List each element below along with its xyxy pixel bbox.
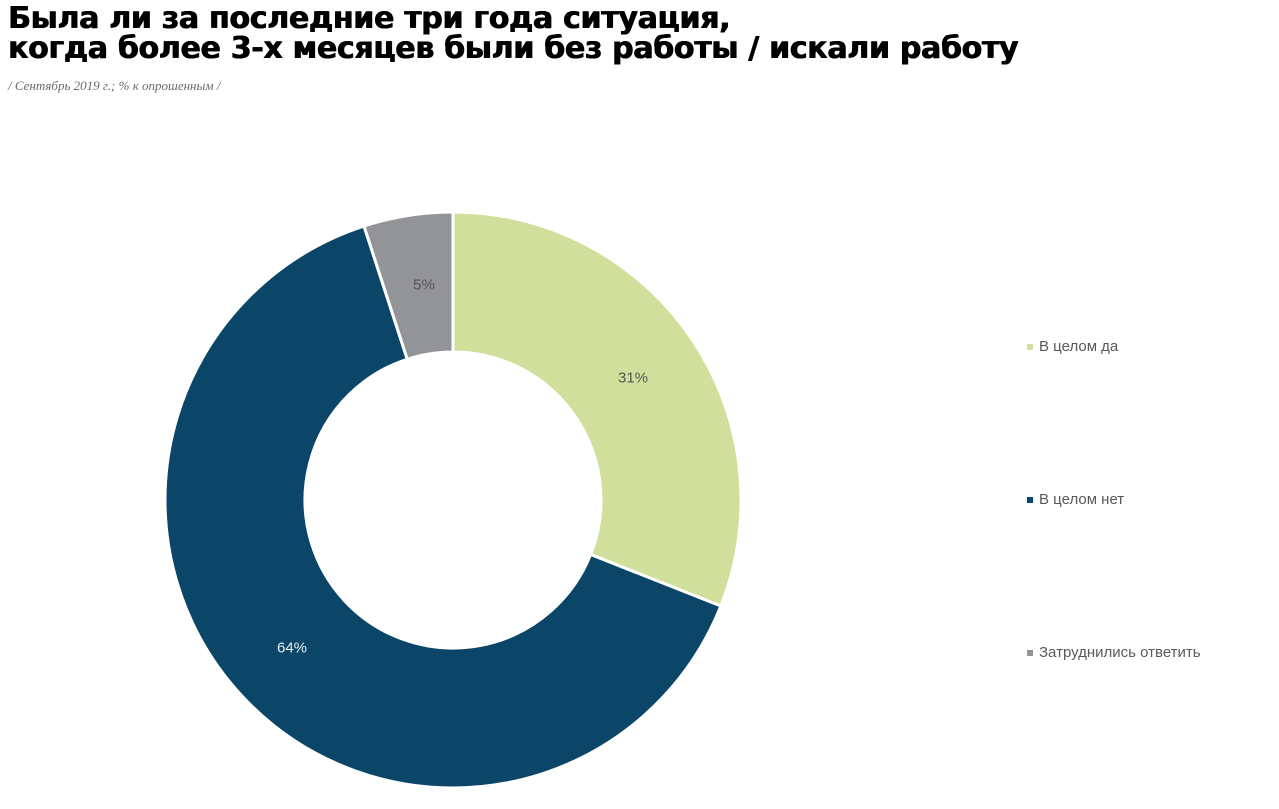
donut-slice-hard-to-say [362, 210, 455, 362]
title-line-1: Была ли за последние три года ситуация, [8, 1, 731, 36]
title-line-2: когда более 3-х месяцев были без работы … [8, 31, 1019, 66]
legend-swatch-yes [1027, 343, 1033, 350]
legend-swatch-no [1027, 496, 1033, 503]
donut-slice-no [163, 224, 723, 790]
legend-label-hard-to-say: Затруднились ответить [1039, 644, 1201, 661]
legend-swatch-hard-to-say [1027, 649, 1033, 656]
donut-slice-yes [451, 210, 743, 608]
legend-item-no: В целом нет [1027, 491, 1124, 508]
legend-label-yes: В целом да [1039, 338, 1119, 355]
legend-item-hard-to-say: Затруднились ответить [1027, 644, 1201, 661]
chart-subtitle: / Сентябрь 2019 г.; % к опрошенным / [8, 78, 221, 93]
slice-label-no: 64% [276, 639, 308, 657]
slice-label-yes: 31% [617, 369, 649, 387]
chart-title: Была ли за последние три года ситуация, … [8, 4, 1018, 64]
legend-label-no: В целом нет [1039, 491, 1125, 508]
legend-item-yes: В целом да [1027, 338, 1118, 355]
slice-label-hard-to-say: 5% [413, 276, 435, 294]
